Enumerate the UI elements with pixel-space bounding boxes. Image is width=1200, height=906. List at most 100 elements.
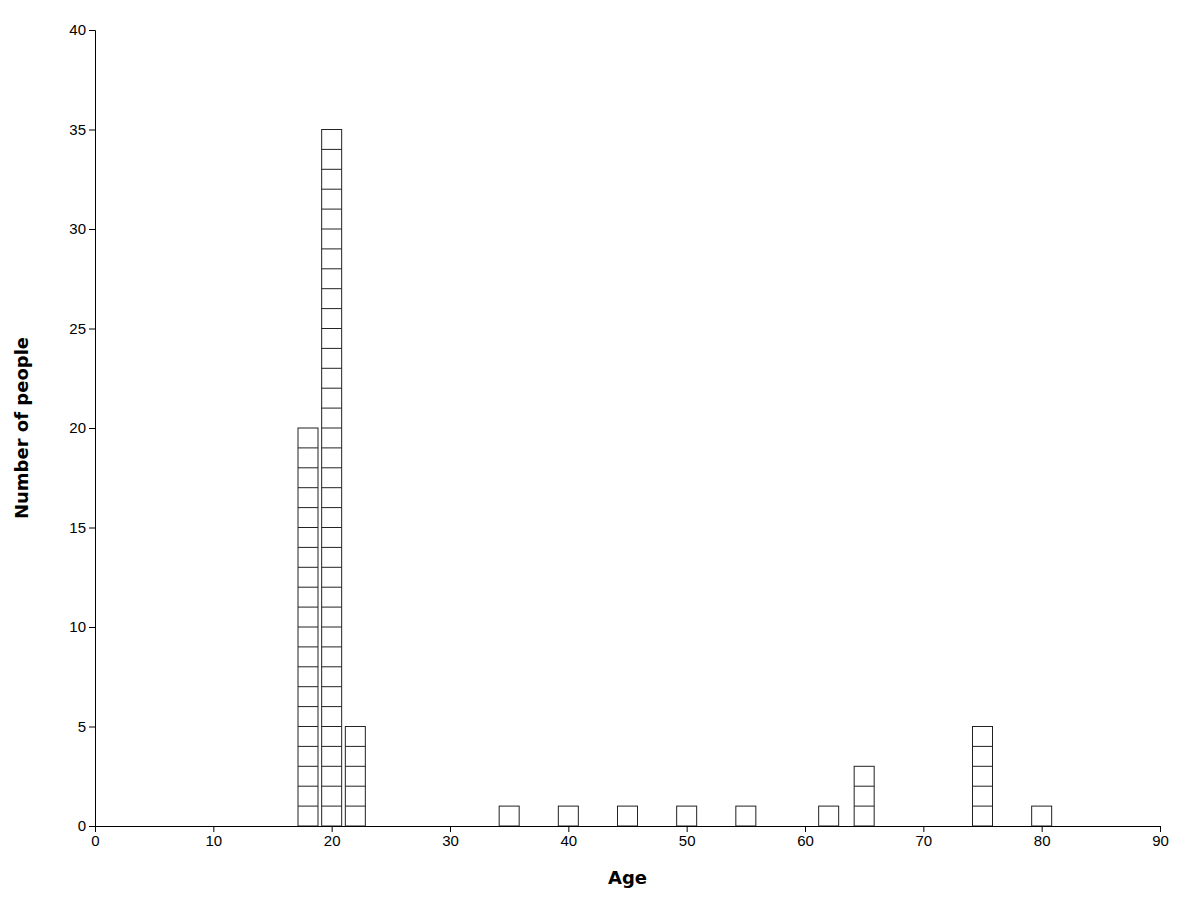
unit-divider	[322, 627, 342, 628]
unit-divider	[298, 447, 318, 448]
unit-divider	[298, 527, 318, 528]
tick: 25	[69, 320, 95, 337]
unit-divider	[345, 786, 365, 787]
tick-mark	[89, 30, 95, 31]
unit-divider	[322, 447, 342, 448]
bars	[298, 130, 1052, 827]
tick-label: 35	[69, 121, 86, 138]
unit-divider	[345, 766, 365, 767]
tick-label: 0	[91, 832, 99, 849]
bar-group	[736, 806, 756, 826]
tick-mark	[89, 528, 95, 529]
unit-divider	[973, 766, 993, 767]
bar	[677, 806, 697, 826]
unit-divider	[298, 806, 318, 807]
tick-label: 90	[1152, 832, 1169, 849]
bar	[973, 727, 993, 827]
bar-group	[819, 806, 839, 826]
unit-divider	[973, 806, 993, 807]
tick: 0	[91, 826, 99, 849]
bar-group	[345, 727, 365, 827]
unit-divider	[322, 766, 342, 767]
bar-group	[618, 806, 638, 826]
unit-divider	[322, 686, 342, 687]
unit-divider	[298, 507, 318, 508]
unit-divider	[298, 746, 318, 747]
tick-label: 20	[324, 832, 341, 849]
tick-label: 20	[69, 419, 86, 436]
tick: 50	[679, 826, 696, 849]
unit-divider	[322, 567, 342, 568]
unit-divider	[298, 487, 318, 488]
x-axis-title: Age	[608, 867, 647, 888]
unit-divider	[322, 507, 342, 508]
unit-divider	[322, 428, 342, 429]
tick-label: 5	[78, 718, 86, 735]
y-axis: 0 5 10 15 20 25 30 35 40	[69, 21, 95, 834]
unit-divider	[322, 348, 342, 349]
unit-divider	[322, 288, 342, 289]
tick: 10	[205, 826, 222, 849]
bar	[819, 806, 839, 826]
tick-label: 10	[69, 618, 86, 635]
unit-divider	[322, 308, 342, 309]
unit-divider	[322, 646, 342, 647]
unit-divider	[322, 169, 342, 170]
bar	[558, 806, 578, 826]
bar	[1032, 806, 1052, 826]
bar-group	[499, 806, 519, 826]
tick: 60	[797, 826, 814, 849]
unit-divider	[322, 408, 342, 409]
tick-label: 30	[442, 832, 459, 849]
unit-divider	[322, 726, 342, 727]
unit-divider	[322, 209, 342, 210]
bar	[345, 727, 365, 827]
unit-divider	[322, 189, 342, 190]
unit-divider	[322, 527, 342, 528]
unit-divider	[298, 686, 318, 687]
tick-mark	[89, 130, 95, 131]
y-axis-title: Number of people	[11, 337, 32, 519]
bar	[736, 806, 756, 826]
tick-mark	[89, 826, 95, 827]
unit-divider	[973, 786, 993, 787]
tick: 40	[69, 21, 95, 38]
unit-divider	[322, 806, 342, 807]
tick: 70	[915, 826, 932, 849]
unit-divider	[298, 706, 318, 707]
unit-divider	[854, 786, 874, 787]
x-axis: 0102030405060708090	[91, 826, 1169, 849]
tick: 0	[78, 817, 95, 834]
tick: 40	[560, 826, 577, 849]
unit-divider	[322, 467, 342, 468]
tick-mark	[89, 627, 95, 628]
unit-divider	[322, 328, 342, 329]
plot: 01020304050607080900510152025303540	[69, 21, 1169, 848]
unit-divider	[322, 388, 342, 389]
tick-mark	[89, 229, 95, 230]
bar-group	[558, 806, 578, 826]
tick-label: 70	[915, 832, 932, 849]
unit-divider	[298, 666, 318, 667]
unit-divider	[298, 726, 318, 727]
bar	[298, 428, 318, 826]
unit-divider	[298, 627, 318, 628]
bar-group	[854, 766, 874, 826]
tick-label: 40	[560, 832, 577, 849]
unit-divider	[322, 229, 342, 230]
unit-divider	[298, 587, 318, 588]
tick: 90	[1152, 826, 1169, 849]
unit-divider	[854, 806, 874, 807]
unit-divider	[298, 766, 318, 767]
unit-divider	[322, 786, 342, 787]
bar-group	[298, 428, 318, 826]
tick: 35	[69, 121, 95, 138]
tick: 15	[69, 519, 95, 536]
bar-group	[677, 806, 697, 826]
unit-divider	[298, 786, 318, 787]
unit-divider	[322, 248, 342, 249]
tick: 30	[69, 220, 95, 237]
unit-divider	[345, 746, 365, 747]
bar-group	[973, 727, 993, 827]
unit-divider	[298, 607, 318, 608]
